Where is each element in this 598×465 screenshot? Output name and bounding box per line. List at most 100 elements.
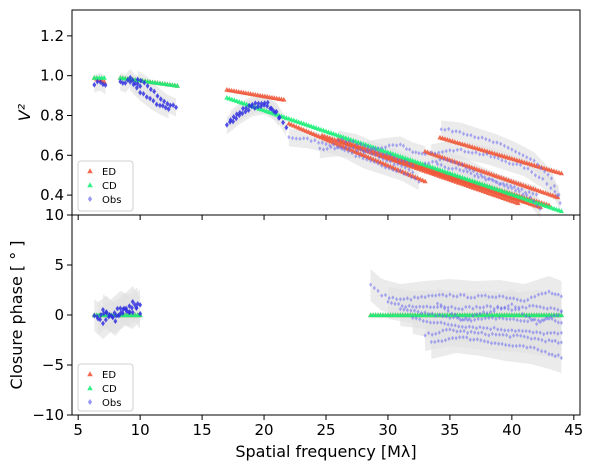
obs-point	[355, 148, 359, 153]
closure-phase-panel: −10 −5 0 5 10 5 10 15 20 25 30 35 40 45 Closure phase …	[7, 206, 583, 439]
obs-point	[409, 175, 414, 180]
obs-point	[148, 95, 153, 102]
obs-point	[518, 162, 523, 168]
obs-point	[501, 181, 505, 186]
obs-point	[543, 169, 547, 174]
obs-point	[423, 152, 427, 157]
obs-point	[489, 154, 493, 159]
obs-point	[407, 161, 411, 166]
obs-point	[168, 102, 173, 109]
x-tick-label: 5	[73, 421, 83, 439]
obs-point	[411, 304, 415, 309]
obs-point	[435, 161, 440, 167]
obs-point	[123, 80, 128, 86]
obs-point	[536, 292, 540, 297]
y-axis-label: Closure phase [ ° ]	[7, 240, 26, 389]
obs-point	[450, 304, 454, 309]
obs-point	[441, 313, 445, 319]
obs-point	[361, 156, 365, 161]
obs-point	[421, 304, 425, 310]
obs-point	[409, 308, 413, 313]
obs-point	[517, 307, 521, 312]
obs-point	[553, 338, 557, 344]
obs-point	[538, 319, 542, 325]
obs-point	[372, 159, 376, 165]
legend-label: ED	[102, 167, 116, 178]
uncertainty-band	[363, 136, 426, 165]
obs-point	[458, 129, 462, 135]
obs-point	[120, 310, 125, 316]
obs-point	[474, 150, 478, 155]
obs-point	[479, 172, 483, 177]
obs-point	[442, 157, 446, 162]
obs-point	[521, 343, 525, 349]
obs-point	[244, 105, 249, 111]
obs-point	[411, 149, 415, 155]
obs-point	[437, 150, 441, 155]
obs-point	[467, 316, 471, 322]
obs-point	[549, 314, 553, 320]
obs-point	[553, 292, 557, 297]
obs-point	[441, 328, 445, 333]
obs-point	[125, 77, 130, 83]
obs-point	[538, 330, 542, 335]
obs-point	[92, 312, 97, 319]
legend-marker-ed	[87, 371, 93, 377]
obs-point	[463, 149, 467, 154]
obs-point	[553, 318, 557, 324]
obs-point	[541, 176, 545, 182]
obs-point	[411, 163, 415, 168]
obs-point	[559, 330, 563, 336]
obs-point	[458, 317, 463, 323]
obs-point	[343, 147, 347, 153]
obs-point	[407, 167, 411, 172]
obs-point	[439, 302, 443, 308]
obs-point	[529, 317, 533, 323]
obs-point	[389, 300, 394, 306]
obs-point	[481, 152, 485, 157]
obs-point	[171, 102, 176, 108]
obs-point	[494, 295, 498, 300]
uncertainty-band	[441, 120, 561, 212]
obs-point	[549, 305, 553, 311]
obs-point	[495, 140, 499, 145]
obs-point	[504, 159, 508, 164]
obs-point	[165, 100, 170, 107]
legend-marker-cd	[87, 385, 93, 391]
obs-point	[135, 301, 140, 307]
obs-point	[458, 335, 462, 340]
obs-point	[483, 293, 487, 298]
obs-point	[461, 334, 465, 340]
obs-point	[536, 336, 540, 342]
obs-point	[454, 129, 458, 134]
legend-label: CD	[102, 181, 117, 192]
obs-point	[483, 332, 487, 337]
obs-point	[127, 309, 132, 315]
obs-point	[540, 291, 544, 296]
obs-point	[414, 304, 418, 310]
obs-point	[383, 292, 388, 298]
obs-point	[436, 338, 440, 344]
obs-point	[455, 315, 459, 320]
obs-point	[540, 317, 544, 323]
obs-point	[475, 337, 479, 342]
obs-point	[500, 341, 504, 347]
obs-point	[443, 338, 448, 343]
x-tick-label: 40	[502, 421, 521, 439]
obs-point	[381, 156, 385, 162]
obs-point	[485, 303, 489, 309]
obs-point	[556, 307, 560, 313]
obs-point	[489, 327, 493, 332]
obs-point	[145, 83, 150, 89]
obs-point	[503, 305, 507, 310]
obs-point	[476, 174, 480, 180]
obs-point	[522, 318, 526, 324]
obs-point	[552, 313, 556, 318]
obs-point	[346, 149, 350, 154]
obs-point	[402, 296, 406, 302]
obs-point	[501, 294, 505, 299]
obs-point	[321, 147, 326, 152]
obs-point	[339, 145, 343, 151]
obs-point	[471, 324, 475, 330]
obs-point	[514, 343, 518, 349]
